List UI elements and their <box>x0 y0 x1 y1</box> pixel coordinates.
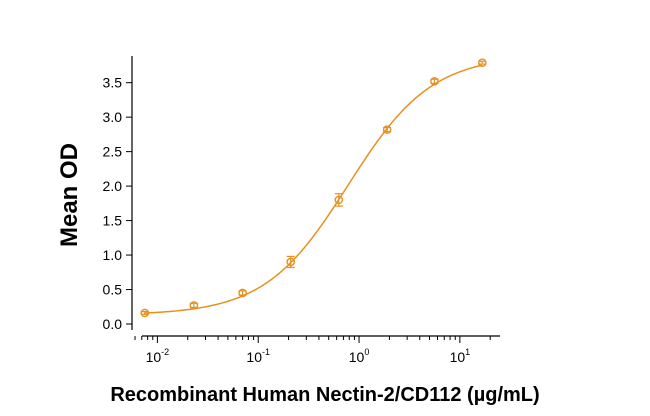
data-point <box>286 257 296 267</box>
fit-curve <box>144 64 483 314</box>
y-tick-label: 3.0 <box>103 109 123 125</box>
y-axis: 0.0 0.5 1.0 1.5 2.0 2.5 3.0 3.5 <box>103 56 133 332</box>
data-point <box>382 125 392 134</box>
x-tick-label: 10-2 <box>146 347 170 365</box>
x-tick-label: 10-1 <box>246 347 270 365</box>
y-tick-label: 1.0 <box>103 247 123 263</box>
x-tick-label: 101 <box>450 347 471 365</box>
y-tick-label: 0.5 <box>103 282 123 298</box>
data-point <box>430 77 439 86</box>
data-point <box>238 288 247 298</box>
plot-area <box>140 58 487 318</box>
y-tick-label: 2.5 <box>103 144 123 160</box>
y-tick-label: 3.5 <box>103 75 123 91</box>
y-tick-label: 0.0 <box>103 316 123 332</box>
x-axis: 10-2 10-1 100 101 <box>134 335 500 365</box>
data-point <box>478 58 487 67</box>
data-point <box>189 301 199 310</box>
y-tick-label: 2.0 <box>103 178 123 194</box>
y-tick-label: 1.5 <box>103 213 123 229</box>
x-axis-title: Recombinant Human Nectin-2/CD112 (µg/mL) <box>110 384 539 406</box>
x-tick-label: 100 <box>349 347 370 365</box>
data-point <box>140 308 150 318</box>
y-axis-title: Mean OD <box>56 143 83 247</box>
data-point <box>334 195 344 205</box>
